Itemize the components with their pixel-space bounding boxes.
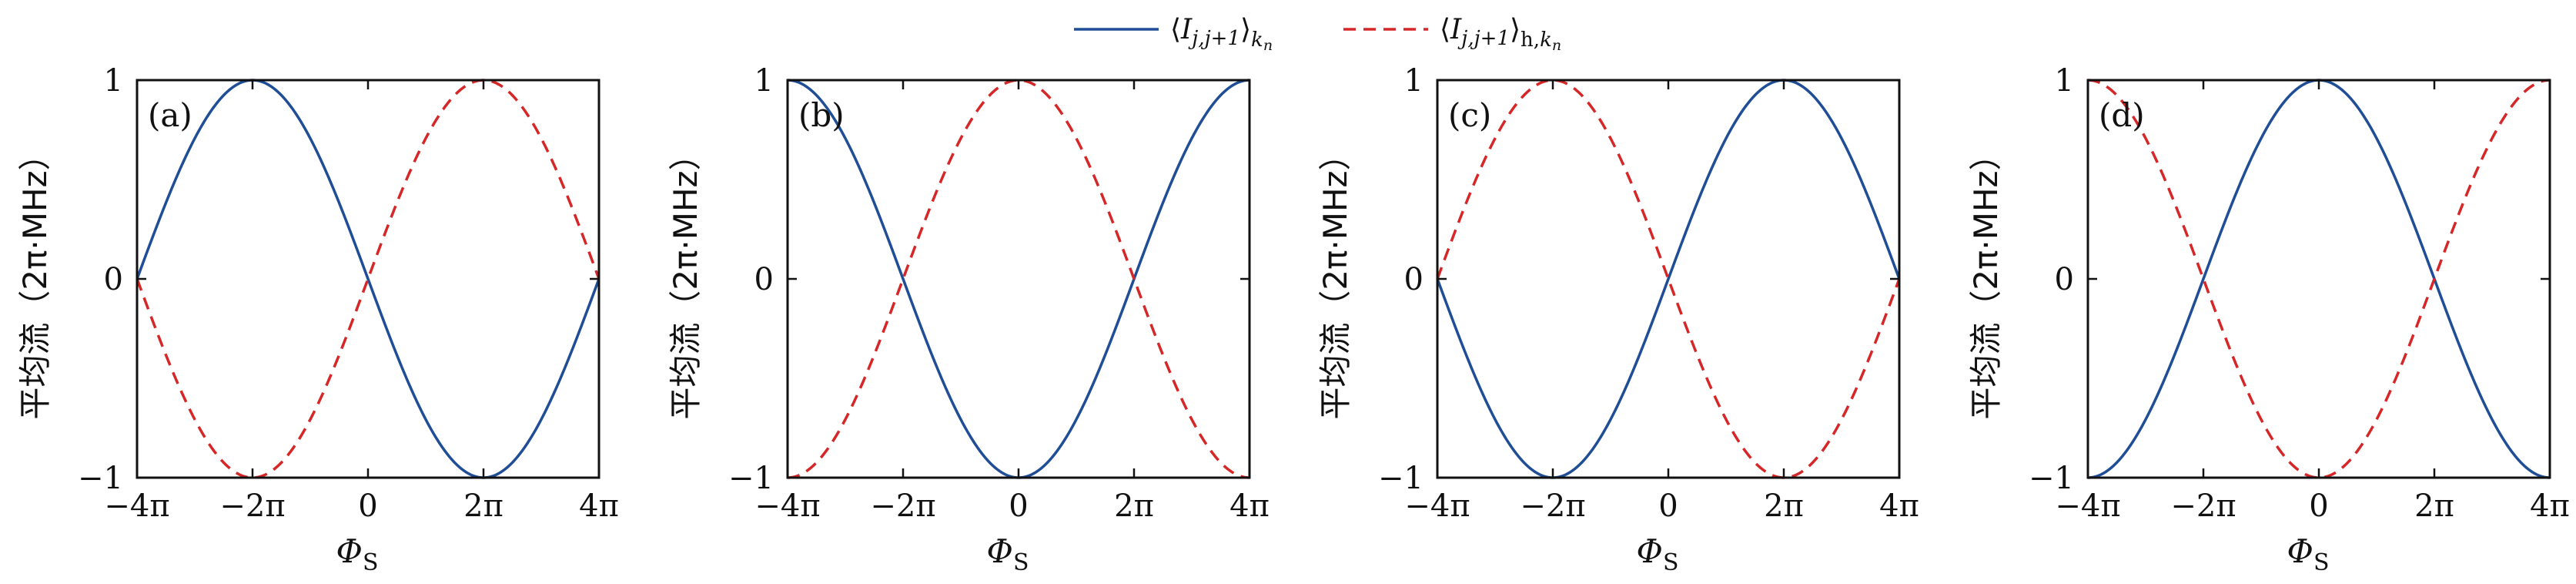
y-axis-title: 平均流（2π·MHz） [16, 138, 54, 419]
x-tick-label: −4π [2055, 488, 2120, 524]
x-tick-label: 0 [1009, 488, 1028, 524]
chart-panel-a: −4π −2π 0 2π 4π −1 0 1 (a) ΦS 平均流（2π·MHz） [16, 63, 619, 576]
series-line-current [1436, 79, 1901, 479]
x-tick-label: 0 [1658, 488, 1678, 524]
x-tick-label: 2π [463, 488, 503, 524]
y-tick-label: 0 [104, 262, 123, 297]
x-axis-title: ΦS [336, 532, 379, 576]
y-tick-label: −1 [728, 461, 774, 496]
series-line-current [787, 79, 1250, 479]
x-tick-label: −2π [2170, 488, 2236, 524]
x-tick-label: −4π [104, 488, 169, 524]
legend-label-hole-current: ⟨Ij,j+1⟩h,kn [1440, 14, 1561, 54]
series-line-hole-current [1436, 79, 1901, 479]
y-tick-label: 1 [2055, 63, 2074, 99]
panel-label: (a) [148, 96, 192, 134]
x-tick-label: 2π [2414, 488, 2454, 524]
legend-label-current: ⟨Ij,j+1⟩kn [1170, 14, 1273, 54]
x-tick-label: 4π [579, 488, 619, 524]
y-axis-title: 平均流（2π·MHz） [667, 138, 704, 419]
x-tick-label: 2π [1114, 488, 1154, 524]
y-tick-label: 0 [754, 262, 774, 297]
x-tick-label: 4π [2530, 488, 2570, 524]
x-tick-label: 2π [1764, 488, 1804, 524]
chart-panel-c: −4π −2π 0 2π 4π −1 0 1 (c) ΦS 平均流（2π·MHz） [1316, 63, 1919, 576]
plot-frame [2086, 79, 2551, 479]
y-axis-title: 平均流（2π·MHz） [1316, 138, 1354, 419]
series-line-current [2087, 79, 2551, 479]
x-tick-label: −4π [754, 488, 820, 524]
chart-panel-b: −4π −2π 0 2π 4π −1 0 1 (b) ΦS 平均流（2π·MHz） [667, 63, 1270, 576]
chart-panel-d: −4π −2π 0 2π 4π −1 0 1 (d) ΦS 平均流（2π·MHz） [1967, 63, 2570, 576]
y-axis-title: 平均流（2π·MHz） [1967, 138, 2005, 419]
plot-frame [786, 79, 1251, 479]
x-tick-label: 4π [1879, 488, 1919, 524]
panel-label: (d) [2099, 96, 2145, 134]
panel-label: (c) [1448, 96, 1491, 134]
series-line-hole-current [787, 79, 1250, 479]
y-tick-label: −1 [1378, 461, 1423, 496]
y-tick-label: 0 [2055, 262, 2074, 297]
x-tick-label: −2π [1520, 488, 1585, 524]
x-tick-label: −2π [870, 488, 935, 524]
x-axis-title: ΦS [987, 532, 1029, 576]
x-tick-label: −2π [219, 488, 285, 524]
y-tick-label: 1 [754, 63, 774, 99]
x-tick-label: −4π [1404, 488, 1470, 524]
x-axis-title: ΦS [2287, 532, 2330, 576]
x-axis-title: ΦS [1637, 532, 1679, 576]
x-tick-label: 0 [2309, 488, 2328, 524]
x-tick-label: 0 [358, 488, 377, 524]
series-line-hole-current [2087, 79, 2551, 479]
y-tick-label: 1 [1404, 63, 1423, 99]
series-line-current [135, 79, 601, 479]
y-tick-label: −1 [2029, 461, 2074, 496]
y-tick-label: 0 [1404, 262, 1423, 297]
x-tick-label: 4π [1229, 488, 1270, 524]
y-tick-label: −1 [78, 461, 123, 496]
y-tick-label: 1 [104, 63, 123, 99]
legend: ⟨Ij,j+1⟩kn ⟨Ij,j+1⟩h,kn [1074, 14, 1561, 54]
panel-label: (b) [798, 96, 845, 134]
series-line-hole-current [135, 79, 601, 479]
